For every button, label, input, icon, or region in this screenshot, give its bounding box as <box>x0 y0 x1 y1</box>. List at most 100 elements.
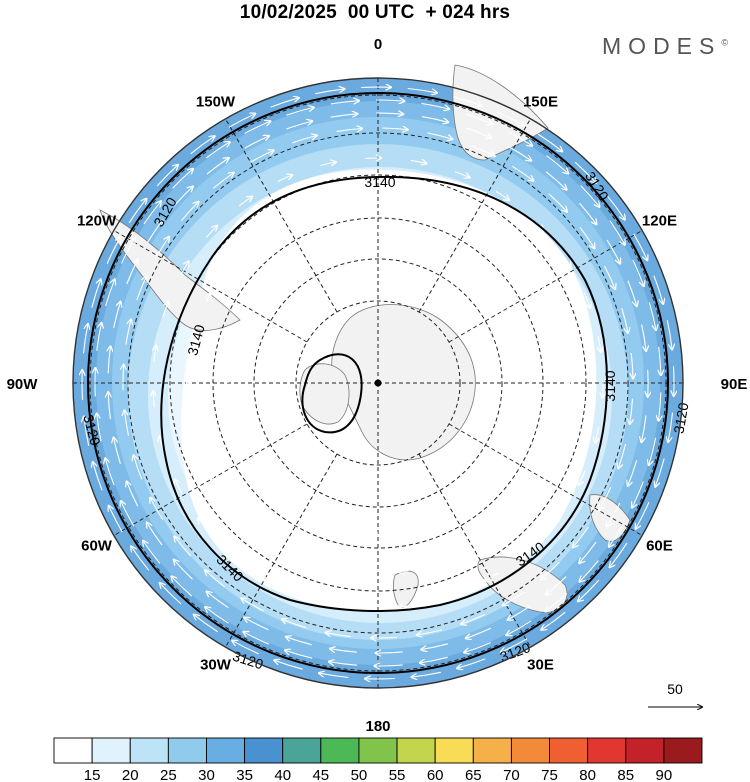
height-contours <box>87 92 669 674</box>
wind-arrow <box>303 205 312 209</box>
wind-arrow <box>286 107 314 116</box>
wind-arrow <box>579 470 586 485</box>
meridian-line <box>448 423 643 536</box>
colorbar-swatch <box>167 737 207 764</box>
wind-arrow <box>633 233 648 260</box>
south-pole-marker <box>374 379 382 387</box>
wind-arrow <box>319 673 349 679</box>
colorbar-label: 50 <box>351 767 368 782</box>
wind-arrow <box>595 426 599 442</box>
wind-arrow <box>286 637 312 646</box>
wind-arrow <box>479 222 487 227</box>
wind-arrow <box>627 280 637 306</box>
wind-arrow <box>263 226 272 232</box>
lon-label-150e: 150E <box>523 94 558 111</box>
wind-arrow <box>496 111 524 125</box>
contour-label: 3140 <box>602 370 618 401</box>
meridian-line <box>225 118 338 313</box>
wind-arrow <box>548 193 567 212</box>
wind-arrow <box>352 607 368 608</box>
wind-arrow <box>320 162 335 166</box>
wind-arrow <box>522 544 535 556</box>
wind-arrow <box>410 160 427 163</box>
wind-arrow <box>421 116 448 123</box>
wind-arrow <box>484 572 499 581</box>
wind-arrow <box>648 302 656 330</box>
wind-arrow <box>235 330 238 337</box>
colorbar-swatch <box>91 737 131 764</box>
wind-arrow <box>257 289 262 295</box>
wind-arrow <box>230 256 237 264</box>
colorbar-swatch <box>625 737 665 764</box>
wind-arrow <box>330 649 357 653</box>
wind-arrow <box>421 643 448 650</box>
graticule <box>73 78 683 688</box>
wind-arrow <box>106 237 120 265</box>
wind-arrow <box>444 558 453 562</box>
wind-arrow <box>609 522 625 547</box>
wind-arrow <box>131 546 150 571</box>
wind-arrow <box>632 259 644 286</box>
wind-arrow <box>180 202 198 222</box>
wind-arrow <box>244 136 269 149</box>
wind-arrow <box>109 506 123 533</box>
colorbar-swatch <box>358 737 398 764</box>
colorbar-label: 35 <box>236 767 253 782</box>
map-border <box>72 77 684 689</box>
colorbar-label: 25 <box>160 767 177 782</box>
wind-arrow <box>206 293 210 303</box>
wind-arrow <box>412 671 441 677</box>
wind-arrow <box>108 346 110 374</box>
coastlines <box>99 64 631 613</box>
colorbar-swatch <box>472 737 512 764</box>
wind-arrow <box>466 627 492 638</box>
meridian-line <box>113 230 308 343</box>
wind-arrow <box>542 287 547 296</box>
wind-arrow <box>105 279 115 307</box>
wind-arrow <box>606 195 625 220</box>
colorbar-label: 90 <box>656 767 673 782</box>
wind-arrow <box>579 541 597 563</box>
wind-arrow <box>599 486 612 510</box>
wind-arrow <box>331 238 339 240</box>
wind-arrow <box>632 481 644 508</box>
wind-arrow <box>659 392 661 420</box>
contour-label: 3120 <box>80 413 104 447</box>
wind-arrow <box>417 526 425 528</box>
wind-arrow <box>457 658 486 668</box>
wind-arrow <box>659 346 661 375</box>
wind-arrow <box>180 261 189 276</box>
wind-arrow <box>442 593 458 599</box>
wind-arrow <box>537 133 562 151</box>
wind-arrow <box>238 197 252 207</box>
colorbar-label: 70 <box>503 767 520 782</box>
wind-arrow <box>155 237 170 259</box>
wind-arrow <box>244 121 270 134</box>
wind-arrow <box>277 175 292 182</box>
wind-arrow <box>347 194 356 195</box>
wind-arrow <box>292 136 316 144</box>
wind-arrow <box>160 583 182 605</box>
wind-arrow <box>194 615 219 633</box>
lon-label-60w: 60W <box>81 538 113 555</box>
colorbar-swatch <box>129 737 169 764</box>
wind-arrow <box>495 190 509 200</box>
wind-arrow <box>274 660 303 670</box>
wind-arrow <box>603 381 604 398</box>
wind-arrow <box>97 414 102 442</box>
wind-vectors <box>82 87 674 679</box>
wind-arrow <box>655 458 665 486</box>
wind-arrow <box>192 336 194 346</box>
wind-arrow <box>666 320 672 349</box>
wind-reference-value: 50 <box>667 681 683 697</box>
wind-arrow <box>424 240 431 243</box>
wind-arrow <box>289 257 296 261</box>
wind-arrow <box>604 265 616 289</box>
colorbar-swatch <box>320 737 360 764</box>
wind-arrow <box>546 576 567 595</box>
wind-arrow <box>284 500 290 505</box>
australia <box>477 556 568 613</box>
wind-arrow <box>375 665 403 666</box>
wind-arrow <box>503 591 525 606</box>
wind-arrow <box>518 429 521 436</box>
